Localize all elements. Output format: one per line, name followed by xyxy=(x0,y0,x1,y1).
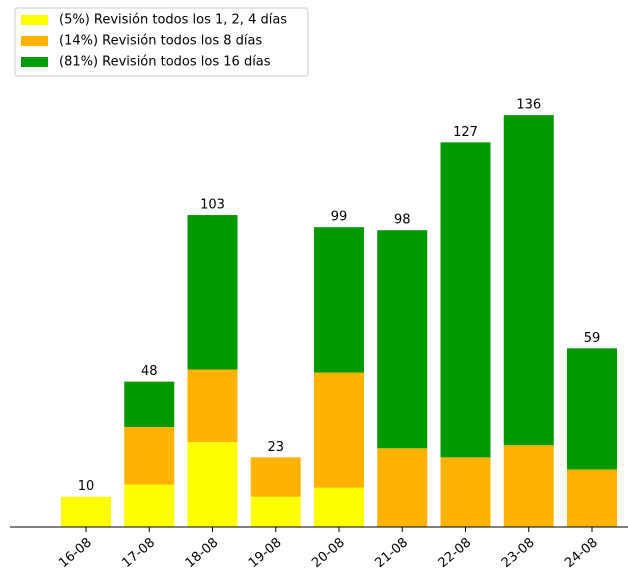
bar-segment xyxy=(124,381,175,428)
bar-segment xyxy=(250,496,301,527)
bar-segment xyxy=(314,372,364,488)
total-label: 103 xyxy=(200,198,225,213)
legend-label: (81%) Revisión todos los 16 días xyxy=(59,55,271,70)
bar-segment xyxy=(61,496,111,527)
bar-segment xyxy=(187,369,238,443)
bar-segment xyxy=(314,227,364,373)
bar-segment xyxy=(377,230,428,449)
total-label: 23 xyxy=(267,440,284,455)
total-label: 59 xyxy=(584,331,601,346)
total-label: 98 xyxy=(394,213,411,228)
bar-segment xyxy=(440,457,491,527)
bar-segment xyxy=(250,457,301,497)
bar-segment xyxy=(567,469,617,527)
legend-label: (5%) Revisión todos los 1, 2, 4 días xyxy=(59,13,287,28)
bar-segment xyxy=(377,448,428,527)
bar-segment xyxy=(503,445,554,527)
bar-segment xyxy=(440,142,491,458)
bar-segment xyxy=(124,427,175,485)
bar-segment xyxy=(187,442,238,527)
bar-segment xyxy=(567,348,617,470)
legend-box xyxy=(14,7,309,77)
total-label: 99 xyxy=(331,210,348,225)
bar-segment xyxy=(314,487,364,527)
total-label: 127 xyxy=(453,125,478,140)
bar-segment xyxy=(503,115,554,446)
legend-swatch xyxy=(21,15,48,25)
total-label: 136 xyxy=(516,98,541,113)
bar-segment xyxy=(124,484,175,527)
bar-segment xyxy=(187,215,238,370)
total-label: 48 xyxy=(141,364,158,379)
legend-swatch xyxy=(21,36,48,46)
legend-label: (14%) Revisión todos los 8 días xyxy=(59,34,262,49)
total-label: 10 xyxy=(78,479,95,494)
legend-swatch xyxy=(21,57,48,67)
